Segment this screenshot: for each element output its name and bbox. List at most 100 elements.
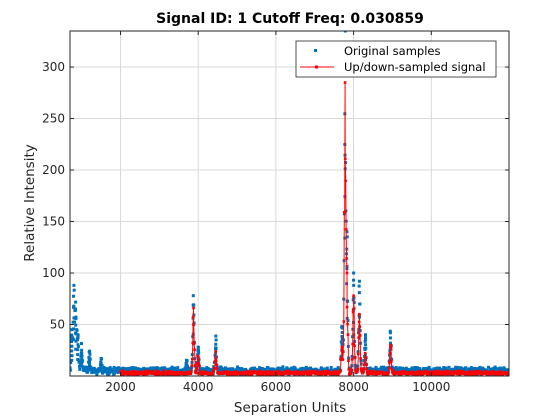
data-point bbox=[70, 361, 73, 365]
data-point bbox=[358, 325, 361, 328]
data-point bbox=[304, 365, 308, 369]
legend: Original samples Up/down-sampled signal bbox=[295, 40, 497, 78]
data-point bbox=[197, 362, 201, 366]
data-point bbox=[70, 344, 74, 348]
data-point bbox=[340, 326, 344, 330]
data-point bbox=[342, 350, 345, 354]
data-point bbox=[340, 358, 343, 361]
data-point bbox=[469, 366, 473, 370]
data-point bbox=[325, 372, 328, 376]
data-point bbox=[116, 370, 120, 374]
data-point bbox=[428, 367, 432, 371]
data-point bbox=[343, 236, 347, 240]
data-point bbox=[170, 365, 174, 369]
data-point bbox=[80, 361, 84, 365]
data-point bbox=[478, 367, 482, 371]
data-point bbox=[363, 343, 367, 347]
data-point bbox=[390, 359, 393, 363]
data-point bbox=[212, 369, 216, 372]
data-point bbox=[87, 358, 91, 362]
data-point bbox=[393, 367, 397, 371]
data-point bbox=[195, 365, 199, 369]
data-point bbox=[452, 370, 456, 373]
x-tick-label: 4000 bbox=[183, 380, 214, 394]
data-point bbox=[195, 371, 198, 375]
data-point bbox=[334, 369, 337, 373]
series-upsampled-signal bbox=[119, 81, 509, 376]
data-point bbox=[339, 340, 343, 344]
data-point bbox=[271, 367, 275, 371]
data-point bbox=[193, 348, 196, 352]
data-point bbox=[197, 364, 201, 368]
data-point bbox=[459, 369, 462, 373]
data-point bbox=[111, 369, 115, 373]
data-point bbox=[225, 373, 229, 376]
data-point bbox=[214, 356, 217, 360]
data-point bbox=[197, 349, 201, 353]
data-point bbox=[319, 370, 323, 374]
data-point bbox=[388, 336, 392, 340]
data-point bbox=[191, 294, 195, 298]
data-point bbox=[76, 333, 80, 337]
data-point bbox=[76, 353, 80, 357]
data-point bbox=[155, 369, 159, 373]
data-point bbox=[364, 338, 368, 342]
data-point bbox=[211, 371, 215, 375]
data-point bbox=[283, 370, 286, 373]
data-point bbox=[96, 370, 100, 374]
legend-box bbox=[295, 40, 497, 78]
data-point bbox=[490, 372, 494, 376]
data-point bbox=[352, 271, 356, 275]
data-point bbox=[364, 333, 368, 337]
data-point bbox=[85, 370, 89, 374]
data-point bbox=[336, 372, 340, 376]
data-point bbox=[70, 333, 74, 337]
data-point bbox=[352, 278, 356, 282]
data-point bbox=[340, 336, 344, 340]
y-axis-label: Relative Intensity bbox=[22, 144, 38, 262]
data-point bbox=[437, 369, 441, 373]
data-point bbox=[487, 365, 491, 369]
data-point bbox=[214, 342, 218, 346]
data-point bbox=[340, 342, 344, 346]
data-point bbox=[70, 335, 74, 339]
data-point bbox=[433, 373, 437, 376]
data-point bbox=[345, 257, 348, 260]
data-point bbox=[191, 315, 195, 319]
data-point bbox=[425, 373, 429, 376]
data-point bbox=[87, 355, 91, 359]
data-point bbox=[336, 366, 340, 370]
data-point bbox=[441, 373, 445, 376]
data-point bbox=[118, 367, 122, 371]
data-point bbox=[352, 333, 356, 337]
data-point bbox=[323, 370, 326, 373]
data-point bbox=[366, 373, 370, 376]
data-point bbox=[461, 371, 465, 374]
data-point bbox=[157, 370, 161, 373]
data-point bbox=[80, 341, 84, 345]
data-point bbox=[458, 372, 461, 376]
data-point bbox=[398, 370, 402, 374]
data-point bbox=[112, 371, 116, 375]
data-point bbox=[351, 310, 355, 314]
data-point bbox=[370, 369, 374, 373]
data-point bbox=[362, 367, 366, 370]
data-point bbox=[349, 370, 353, 374]
data-point bbox=[72, 283, 76, 287]
data-point bbox=[392, 369, 395, 373]
data-point bbox=[466, 373, 470, 376]
data-point bbox=[356, 352, 360, 356]
data-point bbox=[339, 369, 342, 372]
data-point bbox=[347, 359, 350, 363]
data-point bbox=[390, 370, 394, 373]
data-point bbox=[80, 351, 84, 355]
data-point bbox=[75, 338, 79, 342]
data-point bbox=[345, 230, 349, 234]
data-point bbox=[390, 367, 394, 371]
data-point bbox=[387, 370, 390, 374]
data-point bbox=[410, 366, 414, 370]
data-point bbox=[136, 370, 140, 374]
data-point bbox=[74, 300, 78, 304]
data-point bbox=[73, 331, 77, 335]
data-point bbox=[340, 345, 344, 349]
